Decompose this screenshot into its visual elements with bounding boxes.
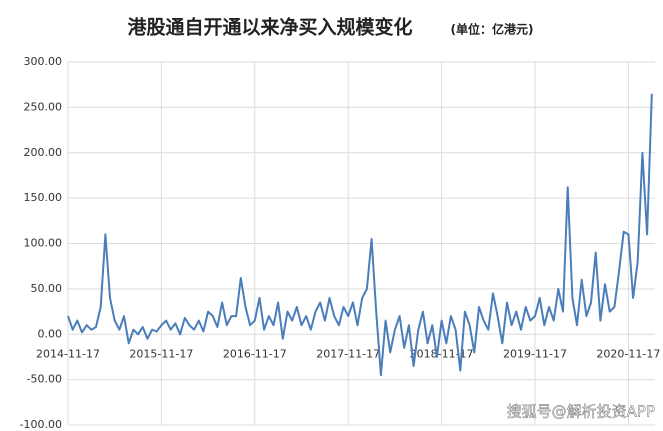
y-tick-label: 250.00 xyxy=(24,100,63,113)
y-tick-label: -100.00 xyxy=(20,418,62,431)
x-tick-label: 2015-11-17 xyxy=(129,347,193,360)
chart-title: 港股通自开通以来净买入规模变化 xyxy=(127,16,412,39)
y-tick-label: -50.00 xyxy=(27,373,62,386)
y-tick-label: 200.00 xyxy=(24,146,63,159)
x-tick-label: 2019-11-17 xyxy=(503,347,567,360)
x-tick-label: 2018-11-17 xyxy=(410,347,474,360)
y-tick-label: 300.00 xyxy=(24,55,63,68)
chart-subtitle: (单位：亿港元) xyxy=(451,22,534,37)
plot xyxy=(67,93,653,377)
y-tick-label: 150.00 xyxy=(24,191,63,204)
x-tick-label: 2014-11-17 xyxy=(36,347,100,360)
x-tick-label: 2017-11-17 xyxy=(316,347,380,360)
watermark: 搜狐号@解析投资APP xyxy=(507,403,655,421)
line xyxy=(67,93,653,377)
x-tick-label: 2016-11-17 xyxy=(223,347,287,360)
y-tick-label: 50.00 xyxy=(31,282,63,295)
grid: -100.00 -50.00 0.00 50.00 100.00 150.00 200.00… xyxy=(20,55,661,431)
y-tick-label: 0.00 xyxy=(38,327,63,340)
y-tick-label: 100.00 xyxy=(24,237,63,250)
x-tick-label: 2020-11-17 xyxy=(596,347,660,360)
